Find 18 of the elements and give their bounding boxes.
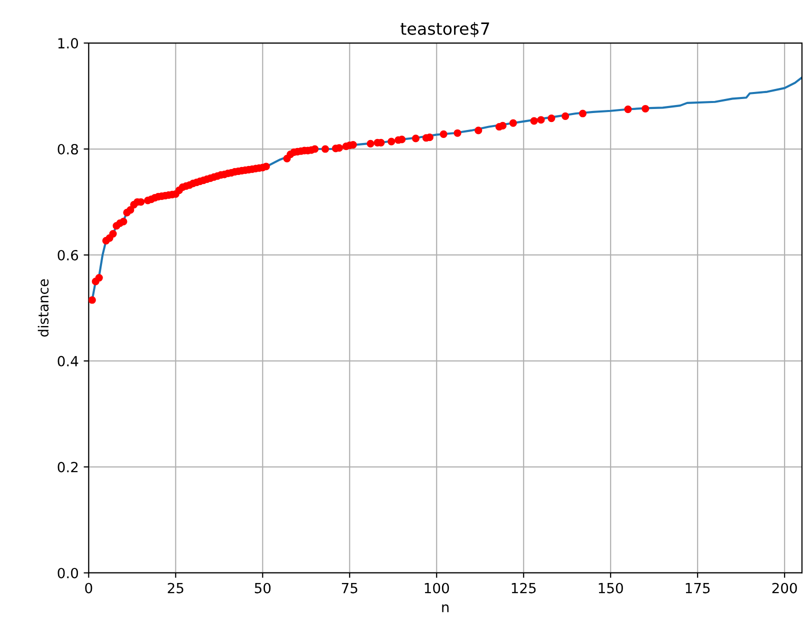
x-tick-label: 200 [772, 582, 797, 594]
x-tick-label: 175 [686, 583, 710, 594]
x-tick-label: 0 [85, 582, 92, 594]
y-tick-label: 0.0 [58, 568, 78, 578]
x-axis-title: n [442, 604, 449, 612]
x-tick-label: 125 [512, 582, 536, 594]
y-axis-title: distance [38, 279, 49, 337]
y-tick-label: 0.4 [58, 356, 78, 366]
x-tick-label: 50 [254, 582, 271, 594]
y-tick-label: 0.8 [58, 144, 78, 154]
y-tick-label: 1.0 [58, 38, 78, 49]
x-tick-label: 150 [598, 582, 623, 594]
chart-title: teastore$7 [400, 22, 490, 38]
x-tick-label: 100 [424, 582, 449, 594]
y-tick-label: 0.6 [58, 250, 78, 260]
x-tick-label: 75 [342, 583, 358, 594]
x-tick-label: 25 [168, 582, 184, 594]
y-tick-label: 0.2 [58, 462, 78, 472]
